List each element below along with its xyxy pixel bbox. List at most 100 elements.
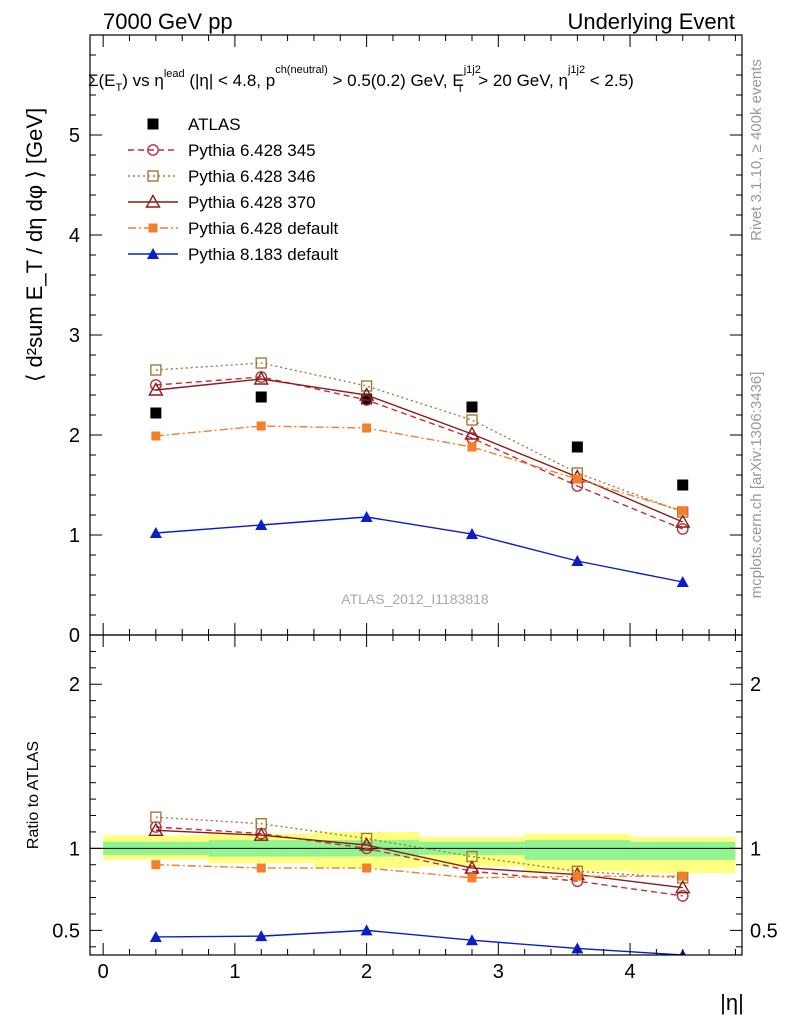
- main-point-pythia-6-428-346-3: [466, 414, 478, 426]
- legend-marker-pythia-8-183-default: [147, 248, 159, 259]
- main-point-pythia-6-428-345-0: [149, 379, 162, 391]
- main-line-pythia-6-428-345: [155, 376, 683, 530]
- ratio-point-pythia-6-428-370-2: [358, 837, 375, 851]
- title-sup-j1j2b: j1j2: [567, 64, 585, 76]
- plot-title: Σ(ET) vs ηlead (|η| < 4.8, pch(neutral) …: [88, 64, 634, 95]
- ratio-point-pythia-6-428-346-2: [360, 832, 373, 845]
- title-cut2: > 0.5(0.2) GeV, E: [328, 71, 464, 90]
- header-right: Underlying Event: [567, 9, 735, 34]
- title-vs: ) vs η: [122, 71, 164, 90]
- x-tick-label: 2: [361, 961, 372, 983]
- main-point-pythia-6-428-346-2: [360, 380, 373, 392]
- ratio-series-layer: [148, 811, 691, 955]
- main-point-atlas-5: [677, 479, 689, 491]
- main-point-pythia-6-428-default-5: [678, 506, 688, 516]
- y-tick-label-main: 4: [69, 225, 80, 247]
- main-point-atlas-2: [361, 393, 373, 405]
- y-tick-label-main: 0: [69, 625, 80, 647]
- ratio-point-pythia-6-428-default-3: [467, 873, 477, 883]
- axes-layer: 0 1 2 3 4 0 1 2 3 4 5 0.5 0.5 1 1 2 2: [52, 35, 778, 983]
- legend-label-atlas: ATLAS: [188, 115, 241, 134]
- main-point-pythia-8-183-default-2: [360, 511, 373, 522]
- main-point-pythia-6-428-default-2: [362, 423, 372, 433]
- main-point-atlas-0: [150, 407, 162, 419]
- y-tick-label-ratio-right: 1: [750, 838, 761, 860]
- legend-marker-pythia-6-428-345: [147, 144, 159, 156]
- ratio-point-pythia-6-428-default-0: [151, 860, 161, 870]
- legend-label-pythia-6-428-default: Pythia 6.428 default: [188, 219, 339, 238]
- main-point-pythia-6-428-default-1: [256, 421, 266, 431]
- ratio-uncertainty-bands: [103, 831, 736, 873]
- title-sup-j1j2: j1j2: [463, 64, 481, 76]
- ratio-panel-frame: [89, 634, 743, 956]
- ratio-point-pythia-8-183-default-0: [149, 930, 162, 942]
- y-tick-label-ratio-left: 0.5: [52, 920, 80, 942]
- main-line-pythia-8-183-default: [155, 516, 683, 583]
- main-point-pythia-6-428-default-0: [151, 431, 161, 441]
- ratio-point-pythia-6-428-370-1: [253, 827, 269, 841]
- main-point-pythia-6-428-default-3: [467, 442, 477, 452]
- x-tick-label: 3: [493, 961, 504, 983]
- title-sigma: Σ(E: [88, 71, 116, 90]
- ratio-point-pythia-6-428-default-5: [678, 871, 688, 881]
- y-tick-label-ratio-right: 0.5: [750, 920, 778, 942]
- legend-label-pythia-6-428-346: Pythia 6.428 346: [188, 167, 316, 186]
- main-point-pythia-8-183-default-4: [571, 555, 584, 566]
- main-series-layer: [148, 357, 691, 587]
- y-axis-label-ratio: Ratio to ATLAS: [25, 741, 42, 849]
- y-tick-label-main: 5: [69, 125, 80, 147]
- title-sub-t2: T: [457, 83, 464, 95]
- ratio-point-pythia-6-428-default-1: [256, 863, 266, 873]
- band-green-4: [524, 840, 631, 860]
- main-point-atlas-1: [255, 391, 267, 403]
- title-cut1: (|η| < 4.8, p: [185, 71, 276, 90]
- main-point-pythia-8-183-default-0: [149, 527, 162, 538]
- main-line-pythia-6-428-default: [155, 425, 683, 512]
- y-tick-label-main: 1: [69, 525, 80, 547]
- main-point-pythia-6-428-346-0: [150, 364, 162, 376]
- ratio-point-pythia-8-183-default-4: [571, 942, 584, 954]
- main-point-pythia-6-428-370-1: [253, 371, 269, 385]
- main-point-atlas-3: [466, 401, 478, 413]
- ratio-point-pythia-6-428-370-5: [675, 879, 691, 894]
- ratio-line-pythia-6-428-345: [155, 826, 683, 897]
- rivet-version-text: Rivet 3.1.10, ≥ 400k events: [748, 59, 765, 241]
- x-tick-label: 4: [624, 961, 635, 983]
- title-sup-lead: lead: [164, 68, 185, 80]
- legend-label-pythia-6-428-370: Pythia 6.428 370: [188, 193, 316, 212]
- ratio-point-pythia-6-428-default-4: [572, 871, 582, 881]
- legend: ATLAS Pythia 6.428 345 Pythia 6.428 346 Pyt…: [128, 115, 339, 264]
- title-sub-t: T: [116, 82, 123, 94]
- title-cut4: < 2.5): [585, 71, 634, 90]
- y-tick-label-ratio-left: 2: [69, 674, 80, 696]
- title-sup-chneutral: ch(neutral): [275, 64, 328, 76]
- analysis-watermark: ATLAS_2012_I1183818: [341, 591, 489, 607]
- y-tick-label-main: 3: [69, 325, 80, 347]
- main-point-pythia-6-428-370-2: [358, 387, 375, 401]
- ratio-point-pythia-6-428-370-3: [464, 860, 480, 874]
- main-point-pythia-8-183-default-3: [465, 528, 478, 539]
- main-point-pythia-6-428-346-1: [255, 357, 267, 369]
- x-tick-label: 1: [229, 961, 240, 983]
- x-axis-label: |η|: [720, 990, 744, 1015]
- y-tick-label-main: 2: [69, 425, 80, 447]
- main-point-pythia-8-183-default-5: [676, 576, 689, 587]
- main-point-pythia-6-428-370-3: [464, 426, 480, 440]
- title-cut3: > 20 GeV, η: [474, 71, 568, 90]
- x-tick-label: 0: [98, 961, 109, 983]
- ratio-point-pythia-6-428-345-5: [676, 890, 689, 902]
- header-left: 7000 GeV pp: [103, 9, 233, 34]
- legend-marker-pythia-6-428-default: [148, 223, 158, 233]
- main-point-pythia-6-428-default-4: [572, 474, 582, 484]
- y-tick-label-ratio-right: 2: [750, 674, 761, 696]
- main-point-pythia-6-428-370-0: [148, 382, 164, 396]
- ratio-line-pythia-8-183-default: [155, 929, 683, 955]
- ratio-point-pythia-6-428-346-0: [150, 811, 162, 823]
- band-green-5: [630, 841, 736, 860]
- ratio-point-pythia-6-428-370-0: [148, 822, 164, 836]
- main-line-pythia-6-428-370: [155, 378, 684, 523]
- ratio-point-pythia-6-428-default-2: [362, 863, 372, 873]
- main-point-pythia-6-428-370-5: [675, 514, 691, 528]
- main-point-atlas-4: [571, 441, 583, 453]
